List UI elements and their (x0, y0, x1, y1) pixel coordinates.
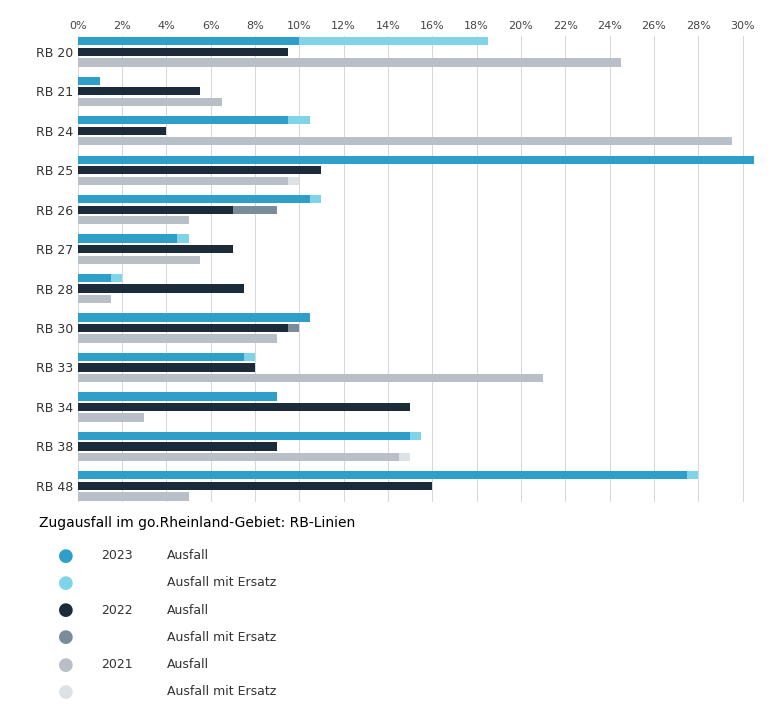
Bar (399, 453, 410, 461)
Bar (233, 206, 277, 214)
Bar (78, 37, 299, 45)
Bar (78, 324, 288, 332)
Bar (78, 48, 288, 56)
Bar (78, 77, 100, 85)
Bar (78, 216, 189, 224)
Bar (288, 324, 299, 332)
Bar (78, 206, 233, 214)
Text: Ausfall: Ausfall (167, 658, 209, 671)
Bar (78, 127, 166, 135)
Bar (78, 313, 311, 322)
Bar (78, 334, 277, 343)
Bar (311, 195, 322, 204)
Bar (244, 353, 255, 361)
Bar (78, 255, 200, 264)
Bar (111, 274, 122, 282)
Text: ●: ● (58, 546, 74, 565)
Bar (177, 234, 189, 243)
Bar (78, 471, 687, 480)
Text: 2023: 2023 (101, 549, 133, 562)
Bar (78, 58, 621, 67)
Bar (78, 374, 543, 382)
Bar (299, 37, 488, 45)
Bar (78, 482, 432, 490)
Bar (288, 176, 299, 185)
Text: Ausfall: Ausfall (167, 549, 209, 562)
Bar (78, 403, 410, 411)
Bar (78, 176, 288, 185)
Bar (78, 414, 145, 422)
Bar (78, 392, 277, 401)
Text: ●: ● (58, 574, 74, 592)
Text: 2022: 2022 (101, 604, 133, 617)
Bar (410, 432, 421, 440)
Bar (78, 295, 111, 303)
Bar (78, 195, 311, 204)
Text: Ausfall mit Ersatz: Ausfall mit Ersatz (167, 576, 277, 589)
Bar (288, 116, 311, 124)
Text: Zugausfall im go.Rheinland-Gebiet: RB-Linien: Zugausfall im go.Rheinland-Gebiet: RB-Li… (39, 516, 355, 530)
Bar (78, 245, 233, 253)
Text: Ausfall mit Ersatz: Ausfall mit Ersatz (167, 631, 277, 644)
Bar (78, 353, 244, 361)
Bar (687, 471, 699, 480)
Bar (78, 234, 177, 243)
Bar (78, 116, 288, 124)
Bar (78, 137, 731, 146)
Bar (78, 156, 776, 163)
Text: ●: ● (58, 601, 74, 619)
Bar (78, 166, 322, 174)
Bar (78, 432, 410, 440)
Bar (78, 274, 111, 282)
Text: ●: ● (58, 628, 74, 647)
Bar (78, 98, 221, 106)
Bar (78, 453, 399, 461)
Bar (78, 493, 189, 500)
Text: 2021: 2021 (101, 658, 133, 671)
Bar (78, 364, 255, 371)
Text: ●: ● (58, 683, 74, 701)
Bar (78, 442, 277, 450)
Text: ●: ● (58, 655, 74, 674)
Text: Ausfall mit Ersatz: Ausfall mit Ersatz (167, 685, 277, 698)
Text: Ausfall: Ausfall (167, 604, 209, 617)
Bar (78, 87, 200, 95)
Bar (78, 285, 244, 293)
